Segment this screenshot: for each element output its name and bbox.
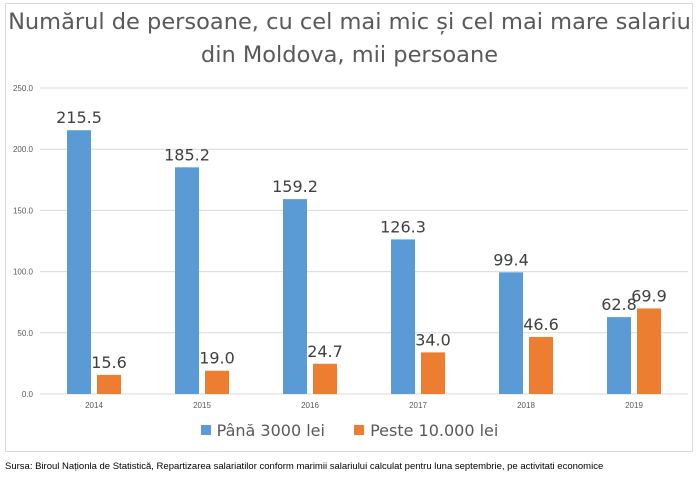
data-label: 15.6	[91, 353, 127, 372]
data-label: 99.4	[493, 250, 529, 269]
source-note: Sursa: Biroul Naționla de Statistică, Re…	[5, 461, 604, 472]
bar	[607, 317, 631, 394]
legend-swatch	[200, 425, 211, 435]
data-label: 24.7	[307, 342, 343, 361]
y-tick-label: 50.0	[17, 329, 33, 338]
bar	[529, 336, 553, 394]
data-label: 185.2	[164, 145, 210, 164]
bar	[67, 130, 91, 394]
data-label: 215.5	[56, 108, 102, 127]
bar	[313, 363, 337, 394]
data-label: 126.3	[380, 217, 426, 236]
x-tick-label: 2015	[193, 401, 211, 410]
y-tick-label: 150.0	[13, 206, 34, 215]
y-tick-label: 0.0	[22, 390, 34, 399]
bar	[637, 308, 661, 394]
bar	[175, 167, 199, 394]
x-tick-label: 2018	[517, 401, 535, 410]
legend-item-1: Peste 10.000 lei	[354, 421, 498, 440]
data-label: 69.9	[631, 286, 667, 305]
legend-item-0: Până 3000 lei	[200, 420, 325, 440]
data-label: 159.2	[272, 177, 318, 196]
chart-title: Numărul de persoane, cu cel mai mic și c…	[8, 9, 691, 68]
data-label: 19.0	[199, 349, 235, 368]
x-tick-label: 2016	[301, 401, 319, 410]
bar	[421, 352, 445, 394]
bar	[391, 239, 415, 394]
legend-label: Peste 10.000 lei	[370, 420, 499, 440]
chart-frame	[5, 3, 693, 452]
legend-label: Până 3000 lei	[216, 420, 325, 440]
data-label: 62.8	[601, 295, 637, 314]
bar	[205, 370, 229, 394]
bar	[283, 199, 307, 394]
x-tick-label: 2019	[625, 401, 643, 410]
x-tick-label: 2014	[85, 401, 103, 410]
y-tick-label: 200.0	[13, 145, 34, 154]
legend-swatch	[354, 425, 365, 435]
bar	[499, 272, 523, 394]
y-tick-label: 250.0	[13, 84, 34, 93]
y-tick-label: 100.0	[13, 268, 34, 277]
data-label: 34.0	[415, 330, 451, 349]
bar	[97, 374, 121, 394]
data-label: 46.6	[523, 315, 559, 334]
legend: Până 3000 lei Peste 10.000 lei	[0, 420, 699, 440]
x-tick-label: 2017	[409, 401, 427, 410]
